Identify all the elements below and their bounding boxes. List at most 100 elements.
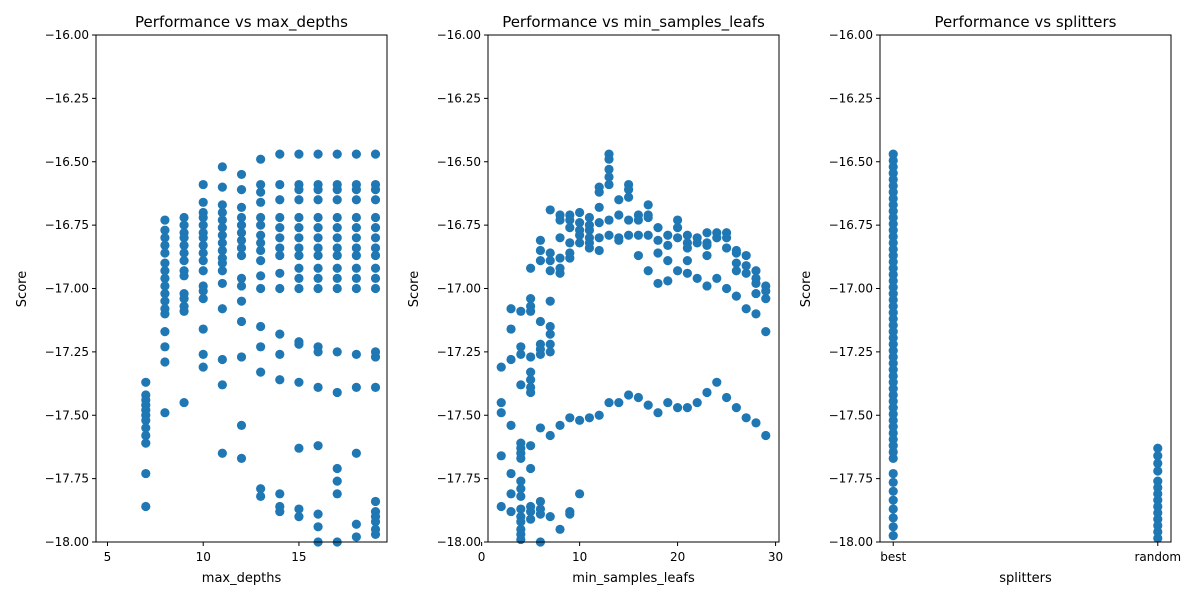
- scatter-point: [721, 283, 732, 294]
- scatter-point: [141, 415, 151, 425]
- scatter-point: [506, 489, 516, 499]
- scatter-point: [160, 266, 170, 276]
- scatter-point: [275, 149, 285, 159]
- scatter-point: [236, 235, 247, 245]
- scatter-point: [888, 174, 898, 185]
- scatter-point: [256, 238, 266, 248]
- scatter-point: [888, 250, 898, 261]
- y-tick-label: −17.50: [45, 408, 89, 422]
- scatter-point: [294, 263, 304, 273]
- scatter-point: [545, 266, 555, 276]
- scatter-point: [294, 339, 304, 349]
- scatter-point: [663, 230, 673, 240]
- scatter-point: [702, 228, 712, 238]
- scatter-point: [313, 441, 323, 451]
- scatter-point: [643, 266, 653, 276]
- scatter-point: [535, 509, 546, 519]
- scatter-point: [741, 261, 751, 271]
- scatter-point: [535, 349, 546, 360]
- scatter-point: [663, 240, 673, 250]
- scatter-point: [1153, 476, 1163, 486]
- scatter-point: [888, 314, 898, 324]
- scatter-point: [294, 377, 304, 387]
- scatter-point: [141, 501, 151, 512]
- y-tick-label: −16.00: [829, 28, 873, 42]
- scatter-point: [198, 240, 208, 250]
- x-tick-label: 10: [196, 550, 211, 564]
- scatter-point: [888, 358, 898, 368]
- scatter-point: [179, 212, 189, 223]
- scatter-point: [555, 253, 565, 263]
- scatter-point: [888, 238, 898, 248]
- scatter-point: [179, 271, 189, 281]
- scatter-point: [526, 506, 536, 517]
- scatter-point: [1153, 466, 1163, 476]
- scatter-point: [545, 296, 555, 306]
- scatter-point: [888, 155, 898, 166]
- scatter-point: [888, 231, 898, 242]
- scatter-point: [633, 215, 644, 225]
- y-tick-label: −17.50: [829, 408, 873, 422]
- scatter-point: [888, 219, 898, 229]
- scatter-point: [751, 418, 761, 428]
- y-tick-label: −17.50: [437, 408, 481, 422]
- scatter-point: [179, 306, 189, 316]
- scatter-point: [351, 223, 361, 233]
- scatter-point: [160, 225, 170, 235]
- scatter-point: [565, 253, 575, 263]
- scatter-point: [370, 352, 381, 362]
- scatter-point: [614, 235, 624, 245]
- scatter-point: [888, 531, 898, 541]
- scatter-point: [888, 486, 898, 496]
- scatter-point: [731, 291, 741, 301]
- scatter-point: [1153, 458, 1163, 469]
- scatter-point: [1153, 508, 1163, 518]
- scatter-point: [653, 408, 663, 418]
- scatter-point: [712, 233, 722, 243]
- scatter-point: [370, 250, 381, 261]
- x-axis-label: min_samples_leafs: [572, 571, 695, 586]
- scatter-point: [370, 263, 381, 273]
- scatter-point: [741, 413, 751, 423]
- scatter-point: [604, 397, 614, 408]
- scatter-point: [217, 162, 227, 172]
- scatter-point: [761, 327, 771, 337]
- scatter-point: [575, 238, 585, 248]
- scatter-point: [294, 250, 304, 261]
- scatter-point: [643, 400, 653, 410]
- scatter-point: [160, 342, 170, 352]
- scatter-point: [496, 397, 506, 408]
- scatter-point: [160, 248, 170, 258]
- scatter-point: [198, 248, 208, 258]
- scatter-point: [672, 223, 683, 233]
- scatter-point: [294, 185, 304, 195]
- scatter-point: [672, 266, 683, 276]
- scatter-point: [653, 223, 663, 233]
- scatter-point: [332, 185, 342, 195]
- scatter-point: [313, 195, 323, 205]
- scatter-point: [198, 256, 208, 266]
- scatter-point: [526, 352, 536, 362]
- scatter-point: [256, 212, 266, 223]
- scatter-point: [545, 339, 555, 349]
- scatter-point: [712, 273, 722, 283]
- scatter-point: [712, 377, 722, 387]
- scatter-point: [888, 428, 898, 438]
- scatter-point: [731, 266, 741, 276]
- scatter-point: [506, 304, 516, 314]
- scatter-point: [731, 248, 741, 258]
- scatter-point: [526, 387, 536, 398]
- scatter-point: [526, 441, 536, 451]
- scatter-point: [332, 387, 342, 398]
- scatter-point: [313, 250, 323, 261]
- y-tick-label: −16.50: [45, 155, 89, 169]
- scatter-point: [565, 413, 575, 423]
- scatter-point: [198, 362, 208, 372]
- y-tick-label: −16.00: [45, 28, 89, 42]
- scatter-point: [888, 390, 898, 400]
- y-tick-label: −16.50: [829, 155, 873, 169]
- scatter-point: [256, 367, 266, 377]
- scatter-point: [663, 276, 673, 286]
- scatter-point: [702, 240, 712, 250]
- scatter-point: [332, 283, 342, 294]
